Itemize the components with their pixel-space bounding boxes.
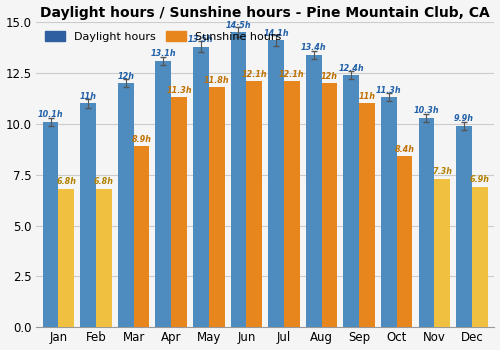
Text: 6.8h: 6.8h: [94, 177, 114, 187]
Text: 12.4h: 12.4h: [338, 64, 364, 72]
Text: 12h: 12h: [117, 72, 134, 81]
Text: 14·5h: 14·5h: [226, 21, 252, 30]
Text: 12.1h: 12.1h: [279, 70, 304, 79]
Bar: [284, 81, 300, 327]
Bar: [268, 40, 284, 327]
Text: 8.9h: 8.9h: [132, 135, 152, 144]
Text: 10.1h: 10.1h: [38, 110, 64, 119]
Legend: Daylight hours, Sunshine hours: Daylight hours, Sunshine hours: [42, 28, 285, 45]
Text: 8.4h: 8.4h: [394, 145, 414, 154]
Text: 11.8h: 11.8h: [204, 76, 230, 85]
Bar: [381, 97, 396, 327]
Bar: [58, 189, 74, 327]
Bar: [209, 87, 224, 327]
Bar: [344, 75, 359, 327]
Bar: [418, 118, 434, 327]
Bar: [80, 104, 96, 327]
Bar: [396, 156, 412, 327]
Text: 11h: 11h: [358, 92, 376, 101]
Text: 13·5h: 13·5h: [188, 35, 214, 44]
Bar: [359, 104, 375, 327]
Text: 11h: 11h: [80, 92, 96, 101]
Text: 11.3h: 11.3h: [166, 86, 192, 95]
Bar: [96, 189, 112, 327]
Text: 12.1h: 12.1h: [242, 70, 267, 79]
Text: 6.8h: 6.8h: [56, 177, 76, 187]
Bar: [246, 81, 262, 327]
Bar: [434, 179, 450, 327]
Bar: [134, 146, 150, 327]
Bar: [42, 122, 58, 327]
Text: 7.3h: 7.3h: [432, 167, 452, 176]
Text: 13.4h: 13.4h: [301, 43, 326, 52]
Text: 9.9h: 9.9h: [454, 114, 474, 124]
Text: 14.1h: 14.1h: [263, 29, 289, 38]
Bar: [322, 83, 338, 327]
Bar: [171, 97, 187, 327]
Bar: [456, 126, 472, 327]
Text: 12h: 12h: [321, 72, 338, 81]
Bar: [472, 187, 488, 327]
Bar: [306, 55, 322, 327]
Bar: [230, 32, 246, 327]
Bar: [156, 61, 171, 327]
Bar: [193, 47, 209, 327]
Text: 13.1h: 13.1h: [150, 49, 176, 58]
Text: 6.9h: 6.9h: [470, 175, 490, 184]
Title: Daylight hours / Sunshine hours - Pine Mountain Club, CA: Daylight hours / Sunshine hours - Pine M…: [40, 6, 490, 20]
Text: 10.3h: 10.3h: [414, 106, 439, 115]
Text: 11.3h: 11.3h: [376, 86, 402, 95]
Bar: [118, 83, 134, 327]
